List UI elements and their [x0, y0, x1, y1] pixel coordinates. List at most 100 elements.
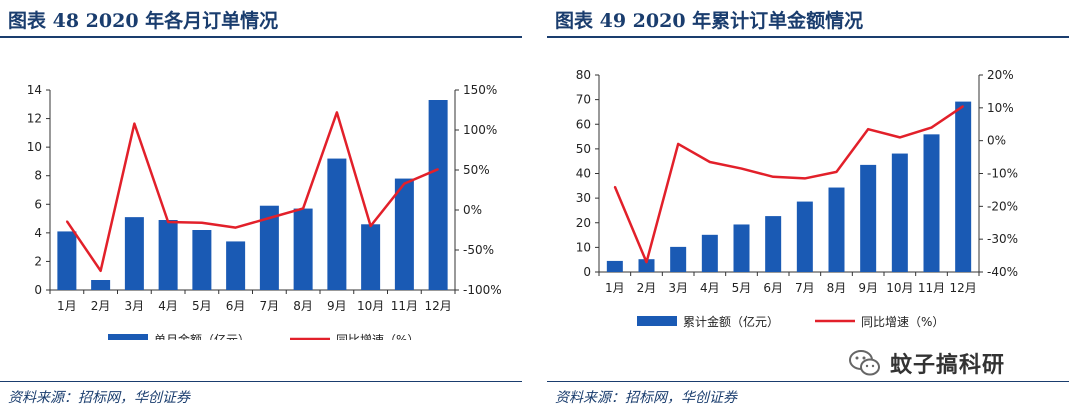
x-tick-label: 10月 [886, 281, 913, 295]
x-tick-label: 9月 [327, 299, 347, 313]
bar-11月 [394, 178, 414, 290]
right-tick-label: 0% [987, 134, 1006, 148]
left-tick-label: 6 [34, 197, 42, 211]
bar-6月 [226, 241, 246, 290]
chart-panel-48: 图表 48 2020 年各月订单情况 0 2 4 6 8 10 12 14 -100% -50% 0… [0, 0, 522, 411]
growth-point-1月 [66, 220, 68, 222]
left-tick-label: 0 [34, 283, 42, 297]
growth-point-10月 [369, 225, 372, 227]
bar-12月 [428, 100, 448, 290]
growth-point-3月 [677, 143, 679, 145]
left-tick-label: 0 [583, 265, 591, 279]
growth-point-7月 [268, 217, 271, 219]
left-tick-label: 10 [576, 240, 591, 254]
left-tick-label: 30 [576, 191, 591, 205]
bar-8月 [828, 187, 845, 272]
left-tick-label: 10 [27, 140, 42, 154]
wechat-icon [849, 350, 880, 376]
source-divider [0, 381, 522, 382]
x-tick-label: 12月 [950, 281, 977, 295]
bar-4月 [158, 220, 178, 290]
x-tick-label: 11月 [918, 281, 945, 295]
left-tick-label: 80 [576, 68, 591, 82]
legend-line-label: 同比增速（%） [861, 315, 944, 329]
bar-11月 [923, 134, 940, 272]
left-tick-label: 12 [27, 112, 42, 126]
left-tick-label: 50 [576, 142, 591, 156]
growth-point-7月 [804, 177, 806, 180]
x-tick-label: 1月 [57, 299, 77, 313]
legend-line-label: 同比增速（%） [336, 333, 419, 340]
legend: 单月金额（亿元） 同比增速（%） [108, 332, 419, 340]
watermark-text: 蚊子搞科研 [890, 353, 1006, 378]
x-tick-label: 6月 [763, 281, 783, 295]
growth-point-6月 [234, 226, 237, 229]
chart-title: 图表 48 2020 年各月订单情况 [8, 10, 279, 32]
bar-6月 [765, 216, 782, 272]
x-tick-label: 11月 [391, 299, 418, 313]
source-divider [547, 381, 1069, 382]
right-tick-label: 150% [463, 83, 497, 97]
left-tick-label: 2 [34, 254, 42, 268]
growth-point-6月 [772, 175, 774, 178]
bar-8月 [293, 208, 313, 290]
bar-10月 [891, 153, 908, 272]
bar-9月 [860, 164, 877, 272]
growth-point-2月 [645, 261, 648, 263]
source-note: 资料来源：招标网，华创证券 [555, 390, 737, 406]
x-tick-label: 4月 [700, 281, 720, 295]
x-tick-label: 3月 [668, 281, 688, 295]
bar-5月 [192, 230, 212, 290]
growth-point-5月 [201, 222, 203, 224]
x-tick-label: 6月 [226, 299, 246, 313]
growth-point-8月 [835, 171, 838, 173]
bar-2月 [91, 280, 111, 290]
growth-point-11月 [403, 182, 406, 185]
growth-point-12月 [437, 168, 439, 170]
legend-bar-label: 累计金额（亿元） [683, 314, 779, 329]
bar-5月 [733, 224, 750, 272]
left-tick-label: 60 [576, 117, 591, 131]
left-tick-label: 8 [34, 169, 42, 183]
growth-point-3月 [133, 122, 136, 125]
right-tick-label: -20% [987, 199, 1018, 213]
growth-point-9月 [336, 111, 338, 114]
right-tick-label: 50% [463, 163, 490, 177]
growth-point-9月 [867, 128, 869, 130]
left-tick-label: 40 [576, 167, 591, 181]
bar-12月 [955, 101, 972, 272]
legend-bar-swatch [637, 316, 677, 326]
right-tick-label: -10% [987, 167, 1018, 181]
x-tick-label: 10月 [357, 299, 384, 313]
growth-point-8月 [302, 207, 304, 210]
growth-point-5月 [740, 167, 743, 170]
legend-bar-label: 单月金额（亿元） [154, 332, 250, 340]
source-note: 资料来源：招标网，华创证券 [8, 390, 190, 406]
bar-3月 [670, 246, 687, 272]
right-tick-label: -100% [463, 283, 502, 297]
x-tick-label: 8月 [827, 281, 847, 295]
bar-10月 [361, 224, 381, 290]
bar-3月 [124, 217, 144, 290]
bar-1月 [57, 231, 77, 290]
x-tick-label: 2月 [637, 281, 657, 295]
growth-point-12月 [962, 105, 964, 107]
x-tick-label: 7月 [260, 299, 280, 313]
growth-point-2月 [99, 270, 102, 272]
x-tick-label: 12月 [424, 299, 451, 313]
x-tick-label: 4月 [158, 299, 178, 313]
watermark: 蚊子搞科研 [848, 346, 1005, 380]
legend-bar-swatch [108, 334, 148, 340]
right-tick-label: 100% [463, 123, 497, 137]
left-tick-label: 70 [576, 93, 591, 107]
x-tick-label: 2月 [91, 299, 111, 313]
growth-point-4月 [167, 221, 169, 223]
bar-4月 [701, 234, 718, 272]
left-tick-label: 14 [27, 83, 42, 97]
bar-2月 [638, 259, 655, 272]
right-tick-label: 10% [987, 101, 1014, 115]
growth-point-11月 [930, 126, 933, 129]
x-tick-label: 1月 [605, 281, 625, 295]
left-tick-label: 20 [576, 216, 591, 230]
bar-7月 [259, 205, 279, 290]
